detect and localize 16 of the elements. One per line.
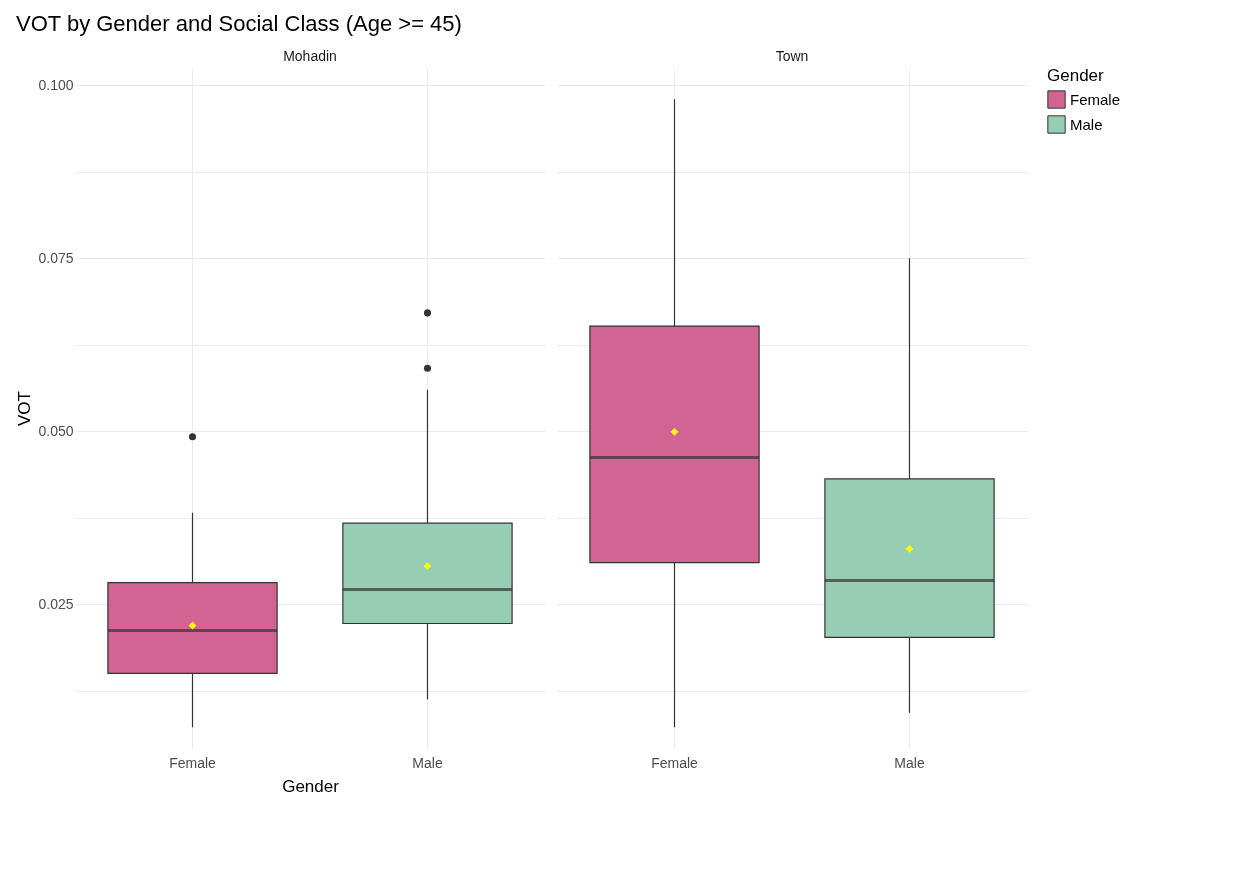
x-axis-title: Gender — [282, 776, 340, 796]
chart-title: VOT by Gender and Social Class (Age >= 45) — [15, 11, 462, 36]
chart-subtitle: Mohadin — [283, 48, 337, 64]
x-tick-label: Male — [894, 754, 925, 771]
y-tick-label: 0.100 — [38, 76, 74, 93]
x-tick-label: Female — [651, 754, 699, 771]
legend-label: Male — [1070, 115, 1103, 133]
chart-subtitle: Town — [775, 48, 809, 64]
x-tick-label: Female — [169, 754, 217, 771]
y-axis-title: VOT — [15, 391, 35, 426]
y-tick-label: 0.075 — [38, 249, 74, 266]
legend-label: Female — [1070, 90, 1121, 108]
legend-title: Gender — [1047, 66, 1105, 85]
y-tick-label: 0.050 — [38, 422, 74, 439]
x-tick-label: Male — [412, 754, 443, 771]
y-tick-label: 0.025 — [38, 595, 74, 612]
